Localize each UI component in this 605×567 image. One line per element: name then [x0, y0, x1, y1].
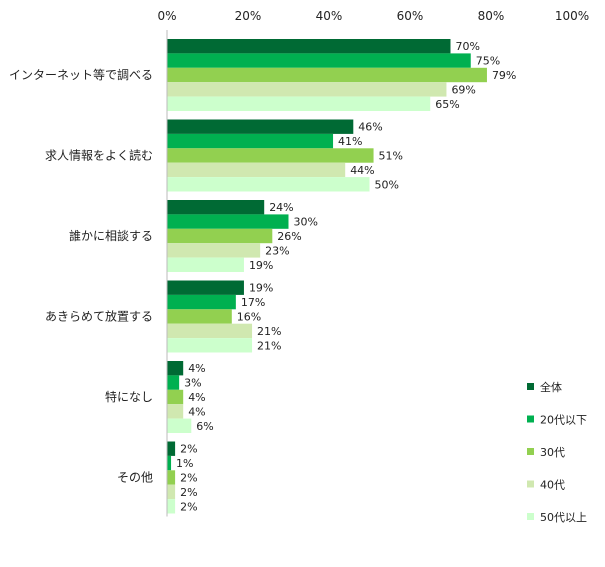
- data-label: 4%: [188, 362, 205, 375]
- bar: [167, 53, 471, 68]
- bar: [167, 67, 487, 83]
- legend-label: 30代: [540, 446, 565, 459]
- bar: [167, 484, 176, 500]
- data-label: 21%: [257, 339, 281, 352]
- data-label: 6%: [196, 420, 213, 433]
- legend-label: 50代以上: [540, 511, 587, 524]
- bar: [167, 323, 253, 339]
- data-label: 2%: [180, 486, 197, 499]
- x-tick-label: 100%: [555, 9, 589, 23]
- bar: [167, 280, 244, 295]
- bar: [167, 338, 253, 353]
- data-label: 23%: [265, 244, 289, 257]
- x-axis-ticks: 0% 20% 40% 60% 80% 100%: [157, 9, 589, 23]
- bars: 70%75%79%69%65%46%41%51%44%50%24%30%26%2…: [167, 39, 516, 514]
- data-label: 26%: [277, 230, 301, 243]
- bar: [167, 228, 273, 244]
- bar: [167, 441, 176, 456]
- data-label: 2%: [180, 472, 197, 485]
- bar: [167, 214, 289, 229]
- category-label: 誰かに相談する: [69, 228, 153, 243]
- data-label: 2%: [180, 443, 197, 456]
- category-labels: インターネット等で調べる求人情報をよく読む誰かに相談するあきらめて放置する特にな…: [9, 68, 153, 485]
- bar: [167, 361, 184, 376]
- legend-label: 全体: [540, 380, 562, 394]
- data-label: 51%: [379, 150, 403, 163]
- legend-swatch: [527, 383, 534, 390]
- category-label: あきらめて放置する: [45, 309, 153, 324]
- bar: [167, 309, 232, 324]
- data-label: 21%: [257, 325, 281, 338]
- bar: [167, 96, 431, 111]
- data-label: 4%: [188, 405, 205, 418]
- bar: [167, 389, 184, 405]
- data-label: 65%: [435, 98, 459, 111]
- data-label: 3%: [184, 377, 201, 390]
- x-tick-label: 80%: [478, 9, 505, 23]
- data-label: 4%: [188, 391, 205, 404]
- x-tick-label: 20%: [235, 9, 262, 23]
- x-tick-label: 60%: [397, 9, 424, 23]
- data-label: 75%: [476, 55, 500, 68]
- data-label: 2%: [180, 500, 197, 513]
- bar: [167, 470, 176, 485]
- bar: [167, 119, 354, 134]
- bar: [167, 257, 244, 272]
- legend-swatch: [527, 480, 534, 488]
- data-label: 69%: [451, 83, 475, 96]
- data-label: 79%: [492, 69, 516, 82]
- legend-swatch: [527, 415, 534, 423]
- legend-label: 20代以下: [540, 414, 587, 427]
- legend-swatch: [527, 448, 534, 455]
- data-label: 46%: [358, 121, 382, 134]
- category-label: その他: [117, 471, 153, 485]
- category-label: インターネット等で調べる: [9, 68, 153, 82]
- category-label: 求人情報をよく読む: [45, 148, 153, 163]
- data-label: 1%: [176, 457, 193, 470]
- bar: [167, 404, 184, 419]
- data-label: 50%: [375, 178, 399, 191]
- bar: [167, 177, 370, 192]
- bar: [167, 294, 236, 310]
- bar: [167, 455, 172, 471]
- bar: [167, 375, 180, 390]
- x-tick-label: 0%: [157, 9, 176, 23]
- data-label: 30%: [294, 216, 318, 229]
- legend-swatch: [527, 513, 534, 520]
- data-label: 70%: [456, 40, 480, 53]
- data-label: 41%: [338, 135, 362, 148]
- data-label: 17%: [241, 296, 265, 309]
- bar: [167, 162, 346, 178]
- bar: [167, 499, 176, 514]
- data-label: 44%: [350, 164, 374, 177]
- category-label: 特になし: [105, 389, 153, 404]
- bar: [167, 133, 334, 149]
- x-tick-label: 40%: [316, 9, 343, 23]
- legend-label: 40代: [540, 479, 565, 492]
- bar: [167, 82, 447, 97]
- data-label: 19%: [249, 259, 273, 272]
- data-label: 24%: [269, 201, 293, 214]
- bar: [167, 243, 261, 258]
- legend: 全体 20代以下 30代 40代 50代以上: [527, 380, 587, 524]
- bar: [167, 418, 192, 433]
- bar: [167, 148, 374, 163]
- bar: [167, 200, 265, 215]
- bar: [167, 39, 451, 54]
- data-label: 16%: [237, 311, 261, 324]
- data-label: 19%: [249, 282, 273, 295]
